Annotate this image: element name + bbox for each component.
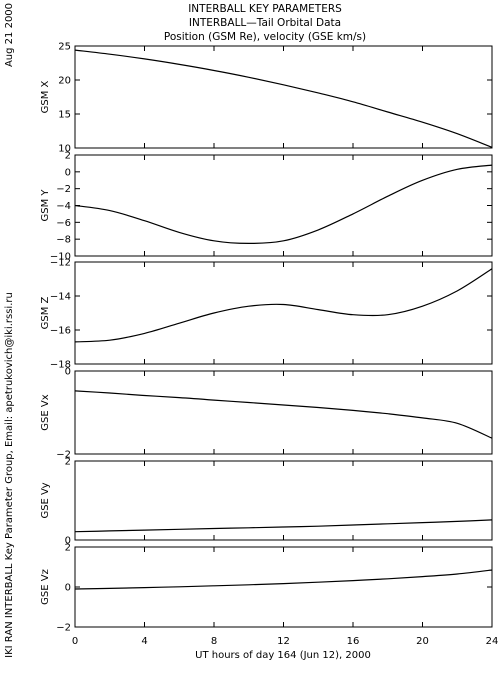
y-tick-label: 2 [65, 543, 71, 554]
y-tick-label: 20 [58, 76, 71, 87]
y-tick-label: −18 [50, 360, 71, 371]
title-line-1: INTERBALL KEY PARAMETERS [188, 3, 342, 15]
y-tick-label: 2 [65, 457, 71, 468]
series-line [74, 49, 493, 148]
series-line [74, 390, 493, 439]
x-tick-label: 16 [347, 636, 360, 647]
y-tick-label: −2 [56, 450, 71, 461]
y-axis-label: GSM Y [40, 189, 51, 222]
series-line [74, 164, 493, 245]
y-tick-label: 0 [65, 583, 71, 594]
y-tick-label: 15 [58, 110, 71, 121]
y-tick-label: −14 [50, 292, 71, 303]
panel-frame [74, 45, 493, 149]
x-tick-label: 8 [211, 636, 217, 647]
y-axis-label: GSE Vz [40, 569, 51, 605]
y-axis-label: GSM Z [40, 296, 51, 329]
y-tick-label: −8 [56, 235, 71, 246]
x-tick-label: 24 [486, 636, 499, 647]
y-tick-label: −16 [50, 326, 71, 337]
x-axis-label: UT hours of day 164 (Jun 12), 2000 [195, 650, 371, 661]
y-tick-label: 0 [65, 167, 71, 178]
series-line [74, 268, 493, 343]
title-line-2: INTERBALL—Tail Orbital Data [189, 17, 341, 29]
x-tick-label: 20 [416, 636, 429, 647]
panel-frame [74, 546, 493, 628]
y-tick-label: −10 [50, 252, 71, 263]
y-tick-label: −6 [56, 218, 71, 229]
x-tick-label: 0 [72, 636, 78, 647]
credit-line: IKI RAN INTERBALL Key Parameter Group, E… [4, 292, 15, 658]
y-axis-label: GSM X [40, 80, 51, 113]
series-line [74, 569, 493, 590]
y-tick-label: 0 [65, 367, 71, 378]
y-tick-label: −4 [56, 201, 71, 212]
y-axis-label: GSE Vy [40, 482, 51, 518]
y-tick-label: −2 [56, 184, 71, 195]
panel-frame [74, 261, 493, 365]
x-tick-label: 4 [141, 636, 147, 647]
y-axis-label: GSE Vx [40, 394, 51, 430]
title-line-3: Position (GSM Re), velocity (GSE km/s) [164, 31, 366, 43]
y-tick-label: 10 [58, 144, 71, 155]
panel-frame [74, 370, 493, 455]
y-tick-label: 0 [65, 536, 71, 547]
x-tick-label: 12 [277, 636, 290, 647]
y-tick-label: −12 [50, 258, 71, 269]
series-line [74, 519, 493, 533]
y-tick-label: 2 [65, 151, 71, 162]
y-tick-label: −2 [56, 623, 71, 634]
date-stamp: Aug 21 2000 [4, 3, 15, 67]
panel-frame [74, 460, 493, 541]
y-tick-label: 25 [58, 42, 71, 53]
